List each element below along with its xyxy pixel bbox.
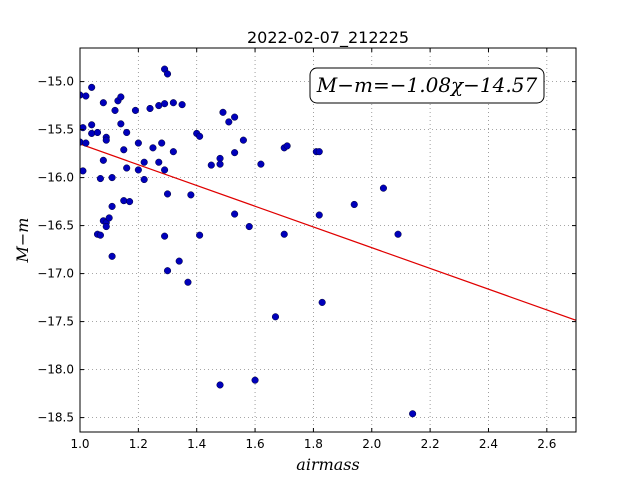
data-point-22 bbox=[108, 252, 116, 260]
data-point-71 bbox=[251, 376, 259, 384]
data-point-34 bbox=[134, 139, 142, 147]
data-point-7 bbox=[88, 129, 96, 137]
data-point-19 bbox=[102, 223, 110, 231]
data-point-49 bbox=[163, 267, 172, 275]
data-point-70 bbox=[216, 381, 224, 389]
data-point-21 bbox=[108, 202, 116, 210]
y-tick-label-3: −16.5 bbox=[37, 219, 74, 233]
x-tick-label-4: 1.8 bbox=[304, 437, 323, 451]
data-point-14 bbox=[80, 167, 87, 175]
data-point-16 bbox=[96, 231, 104, 239]
chart-title: 2022-02-07_212225 bbox=[247, 28, 409, 48]
x-tick-label-3: 1.6 bbox=[246, 437, 265, 451]
data-point-77 bbox=[315, 148, 323, 156]
x-tick-label-2: 1.4 bbox=[187, 437, 206, 451]
data-point-80 bbox=[350, 200, 358, 209]
x-tick-label-7: 2.4 bbox=[479, 437, 498, 451]
data-point-78 bbox=[315, 211, 323, 219]
data-point-81 bbox=[379, 184, 387, 192]
data-point-28 bbox=[120, 146, 128, 154]
x-tick-label-5: 2.0 bbox=[362, 437, 381, 451]
data-point-42 bbox=[158, 139, 166, 147]
axes-frame bbox=[79, 47, 577, 433]
data-point-82 bbox=[394, 230, 402, 238]
y-axis-label: M−m bbox=[13, 218, 32, 264]
y-tick-label-5: −17.5 bbox=[37, 315, 74, 329]
x-tick-label-6: 2.2 bbox=[421, 437, 440, 451]
data-point-58 bbox=[196, 231, 204, 239]
data-point-2 bbox=[88, 83, 96, 91]
y-tick-label-4: −17.0 bbox=[37, 267, 74, 281]
data-point-46 bbox=[163, 70, 172, 78]
data-point-73 bbox=[280, 230, 288, 238]
data-point-5 bbox=[82, 139, 90, 147]
data-point-20 bbox=[105, 214, 113, 222]
data-point-65 bbox=[231, 149, 239, 157]
data-point-8 bbox=[93, 128, 102, 137]
data-point-6 bbox=[88, 121, 96, 129]
data-point-59 bbox=[207, 161, 215, 169]
data-point-51 bbox=[169, 148, 177, 156]
data-point-27 bbox=[117, 120, 125, 128]
data-point-53 bbox=[178, 101, 186, 109]
y-tick-label-6: −18.0 bbox=[37, 363, 74, 377]
data-point-43 bbox=[161, 166, 169, 174]
data-point-12 bbox=[99, 156, 107, 164]
fit-line bbox=[80, 143, 576, 321]
y-tick-label-2: −16.0 bbox=[37, 171, 74, 185]
x-axis-label: airmass bbox=[296, 455, 359, 474]
data-point-61 bbox=[216, 160, 224, 168]
data-point-75 bbox=[283, 142, 291, 150]
data-point-26 bbox=[117, 93, 125, 101]
data-point-39 bbox=[149, 144, 157, 152]
x-tick-label-0: 1.0 bbox=[70, 437, 89, 451]
x-tick-label-1: 1.2 bbox=[129, 437, 148, 451]
data-point-41 bbox=[155, 158, 163, 166]
data-point-66 bbox=[231, 210, 239, 218]
data-point-31 bbox=[120, 197, 128, 205]
data-point-33 bbox=[131, 106, 139, 114]
data-point-83 bbox=[409, 410, 417, 418]
data-point-11 bbox=[102, 136, 110, 144]
y-tick-label-1: −15.5 bbox=[37, 123, 74, 137]
data-point-68 bbox=[245, 223, 253, 231]
data-point-48 bbox=[161, 232, 169, 240]
data-point-36 bbox=[140, 158, 148, 166]
data-point-30 bbox=[123, 164, 131, 172]
data-point-24 bbox=[111, 106, 119, 114]
y-tick-label-0: −15.0 bbox=[37, 75, 74, 89]
data-point-57 bbox=[196, 132, 204, 140]
fit-equation-text: M−m=−1.08χ−14.57 bbox=[316, 73, 538, 97]
data-point-64 bbox=[231, 113, 239, 121]
fit-equation-annotation: M−m=−1.08χ−14.57 bbox=[309, 67, 545, 104]
data-point-62 bbox=[219, 108, 227, 116]
data-point-32 bbox=[126, 198, 134, 206]
data-point-79 bbox=[318, 298, 326, 306]
data-point-69 bbox=[257, 160, 265, 168]
data-point-44 bbox=[161, 100, 169, 108]
data-point-23 bbox=[108, 174, 116, 182]
data-point-38 bbox=[146, 104, 154, 113]
data-point-29 bbox=[123, 128, 131, 137]
data-point-52 bbox=[175, 257, 183, 265]
data-point-9 bbox=[99, 99, 107, 107]
y-tick-label-7: −18.5 bbox=[37, 411, 74, 425]
data-point-50 bbox=[169, 99, 177, 107]
data-point-63 bbox=[225, 118, 233, 126]
data-point-67 bbox=[239, 136, 247, 144]
data-point-47 bbox=[163, 190, 172, 198]
data-point-35 bbox=[134, 166, 142, 174]
data-point-54 bbox=[184, 278, 192, 286]
data-point-1 bbox=[82, 92, 90, 100]
data-point-72 bbox=[271, 313, 280, 321]
annotation-box bbox=[309, 67, 545, 104]
x-tick-label-8: 2.6 bbox=[537, 437, 556, 451]
data-point-13 bbox=[96, 175, 104, 183]
data-point-55 bbox=[187, 191, 195, 199]
data-point-37 bbox=[140, 175, 148, 184]
